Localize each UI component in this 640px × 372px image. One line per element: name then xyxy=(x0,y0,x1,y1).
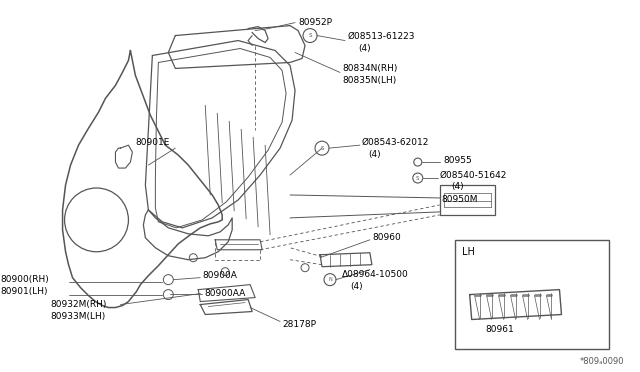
Text: 80961: 80961 xyxy=(485,325,514,334)
Text: 80900AA: 80900AA xyxy=(204,289,246,298)
Text: 80955: 80955 xyxy=(444,155,472,164)
Text: Ø08543-62012: Ø08543-62012 xyxy=(362,138,429,147)
Text: Δ08964-10500: Δ08964-10500 xyxy=(342,270,409,279)
Text: 80901(LH): 80901(LH) xyxy=(1,287,48,296)
Text: 80950M: 80950M xyxy=(442,195,478,205)
Text: *809ₐ0090: *809ₐ0090 xyxy=(580,357,625,366)
Text: 80834N(RH): 80834N(RH) xyxy=(342,64,397,73)
Text: 80960: 80960 xyxy=(372,233,401,242)
Text: S: S xyxy=(416,176,420,180)
Bar xyxy=(440,185,495,215)
Text: Ø08513-61223: Ø08513-61223 xyxy=(348,32,415,41)
Text: (4): (4) xyxy=(358,44,371,53)
Bar xyxy=(454,240,609,349)
Text: LH: LH xyxy=(461,247,475,257)
Text: 28178P: 28178P xyxy=(282,320,316,329)
Text: 80901E: 80901E xyxy=(136,138,170,147)
Text: (4): (4) xyxy=(368,150,381,158)
Text: Ø08540-51642: Ø08540-51642 xyxy=(440,170,507,180)
Text: 80932M(RH): 80932M(RH) xyxy=(51,300,107,309)
Text: S: S xyxy=(320,146,324,151)
Text: S: S xyxy=(308,33,312,38)
Text: 80933M(LH): 80933M(LH) xyxy=(51,312,106,321)
Text: (4): (4) xyxy=(452,183,465,192)
Text: N: N xyxy=(328,277,332,282)
Text: 80952P: 80952P xyxy=(298,18,332,27)
Text: 80835N(LH): 80835N(LH) xyxy=(342,76,396,85)
Text: (4): (4) xyxy=(350,282,362,291)
Text: 80900A: 80900A xyxy=(202,271,237,280)
Text: 80900(RH): 80900(RH) xyxy=(1,275,49,284)
